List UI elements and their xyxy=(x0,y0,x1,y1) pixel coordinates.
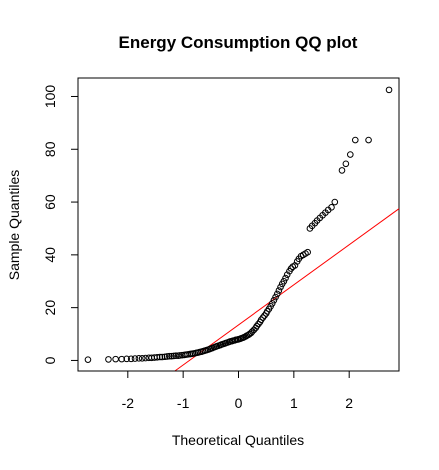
data-point xyxy=(283,271,291,278)
data-point xyxy=(153,353,161,361)
data-point xyxy=(282,274,289,282)
data-point xyxy=(287,265,295,272)
x-axis: -2 -1 0 1 2 xyxy=(122,370,353,411)
data-point xyxy=(347,151,354,158)
data-point xyxy=(249,328,256,335)
data-point xyxy=(272,293,279,301)
x-tick-label: 2 xyxy=(345,395,353,411)
data-point xyxy=(161,353,169,361)
data-point xyxy=(342,160,350,168)
data-point xyxy=(156,353,164,361)
data-point xyxy=(385,86,393,94)
y-tick-label: 40 xyxy=(42,247,58,263)
data-point xyxy=(170,352,178,360)
plot-area xyxy=(77,77,400,372)
data-point xyxy=(351,136,359,144)
reference-line-layer xyxy=(174,208,400,372)
data-point xyxy=(331,198,339,206)
qq-reference-line xyxy=(174,208,400,372)
data-point xyxy=(142,354,149,362)
x-tick-label: 1 xyxy=(290,395,298,411)
data-point xyxy=(163,353,171,360)
y-tick-label: 80 xyxy=(42,141,58,157)
data-point xyxy=(280,277,288,285)
chart-title: Energy Consumption QQ plot xyxy=(119,33,358,52)
x-tick-label: 0 xyxy=(235,395,243,411)
y-tick-label: 100 xyxy=(42,85,58,109)
data-point xyxy=(131,355,139,362)
data-point xyxy=(268,300,276,307)
data-point xyxy=(112,355,119,363)
data-point xyxy=(84,356,92,363)
y-tick-label: 60 xyxy=(42,194,58,210)
data-point xyxy=(123,355,130,363)
y-tick-label: 20 xyxy=(42,300,58,316)
data-point xyxy=(365,136,372,144)
data-point xyxy=(176,352,184,359)
data-point xyxy=(166,352,173,360)
data-point xyxy=(127,355,135,363)
data-point xyxy=(158,353,166,361)
data-point xyxy=(304,248,311,256)
data-point xyxy=(328,204,335,211)
data-point xyxy=(168,352,175,360)
data-point xyxy=(273,290,281,298)
x-tick-label: -2 xyxy=(122,395,135,411)
data-point xyxy=(118,355,126,363)
data-point xyxy=(138,355,146,362)
y-axis-label: Sample Quantiles xyxy=(6,170,22,281)
data-point xyxy=(135,355,143,362)
data-point xyxy=(338,167,346,174)
data-point xyxy=(277,283,284,291)
data-point xyxy=(275,287,283,294)
data-point xyxy=(105,356,112,363)
points-layer xyxy=(84,86,393,363)
data-point xyxy=(172,352,180,359)
y-tick-label: 0 xyxy=(42,356,58,364)
data-point xyxy=(270,296,278,304)
x-tick-label: -1 xyxy=(177,395,190,411)
y-axis: 0 20 40 60 80 100 xyxy=(42,85,79,364)
x-axis-label: Theoretical Quantiles xyxy=(172,432,304,448)
